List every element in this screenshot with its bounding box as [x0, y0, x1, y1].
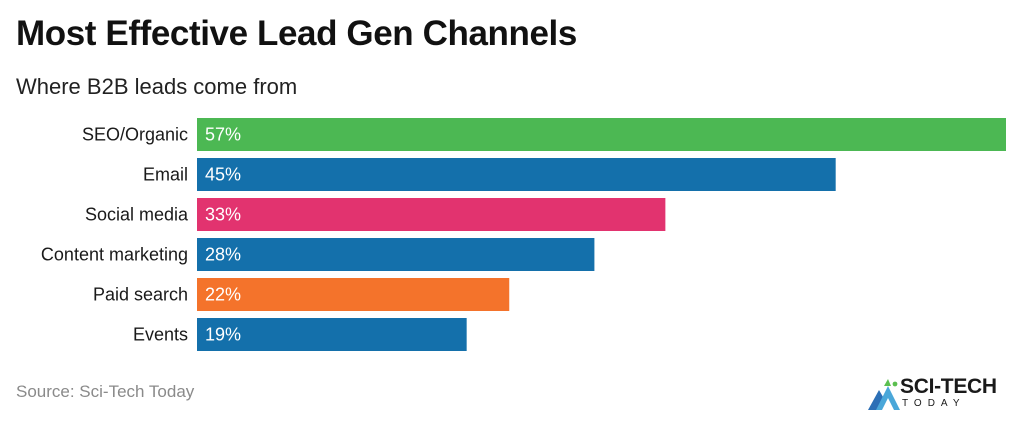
- chart-subtitle: Where B2B leads come from: [16, 74, 298, 99]
- value-label-paid-search: 22%: [205, 285, 241, 305]
- value-label-email: 45%: [205, 165, 241, 185]
- category-label-events: Events: [133, 325, 188, 345]
- category-label-email: Email: [143, 165, 188, 185]
- value-label-seo-organic: 57%: [205, 125, 241, 145]
- bar-email: [197, 158, 836, 191]
- bar-seo-organic: [197, 118, 1006, 151]
- logo-subtitle: TODAY: [902, 398, 966, 409]
- bar-paid-search: [197, 278, 510, 311]
- value-label-social-media: 33%: [205, 205, 241, 225]
- category-label-paid-search: Paid search: [93, 285, 188, 305]
- category-label-social-media: Social media: [85, 205, 189, 225]
- value-label-content-marketing: 28%: [205, 245, 241, 265]
- bar-events: [197, 318, 467, 351]
- brand-logo: SCI-TECH TODAY: [866, 374, 1016, 414]
- category-label-content-marketing: Content marketing: [41, 245, 188, 265]
- mountain-logo-icon: [868, 379, 900, 410]
- source-note: Source: Sci-Tech Today: [16, 382, 195, 401]
- category-label-seo-organic: SEO/Organic: [82, 125, 188, 145]
- logo-wordmark: SCI-TECH: [900, 375, 997, 398]
- bar-social-media: [197, 198, 666, 231]
- bar-chart: SEO/Organic 57% Email 45% Social media 33% Con…: [41, 118, 1006, 351]
- value-label-events: 19%: [205, 325, 241, 345]
- bar-content-marketing: [197, 238, 595, 271]
- chart-title: Most Effective Lead Gen Channels: [16, 14, 577, 53]
